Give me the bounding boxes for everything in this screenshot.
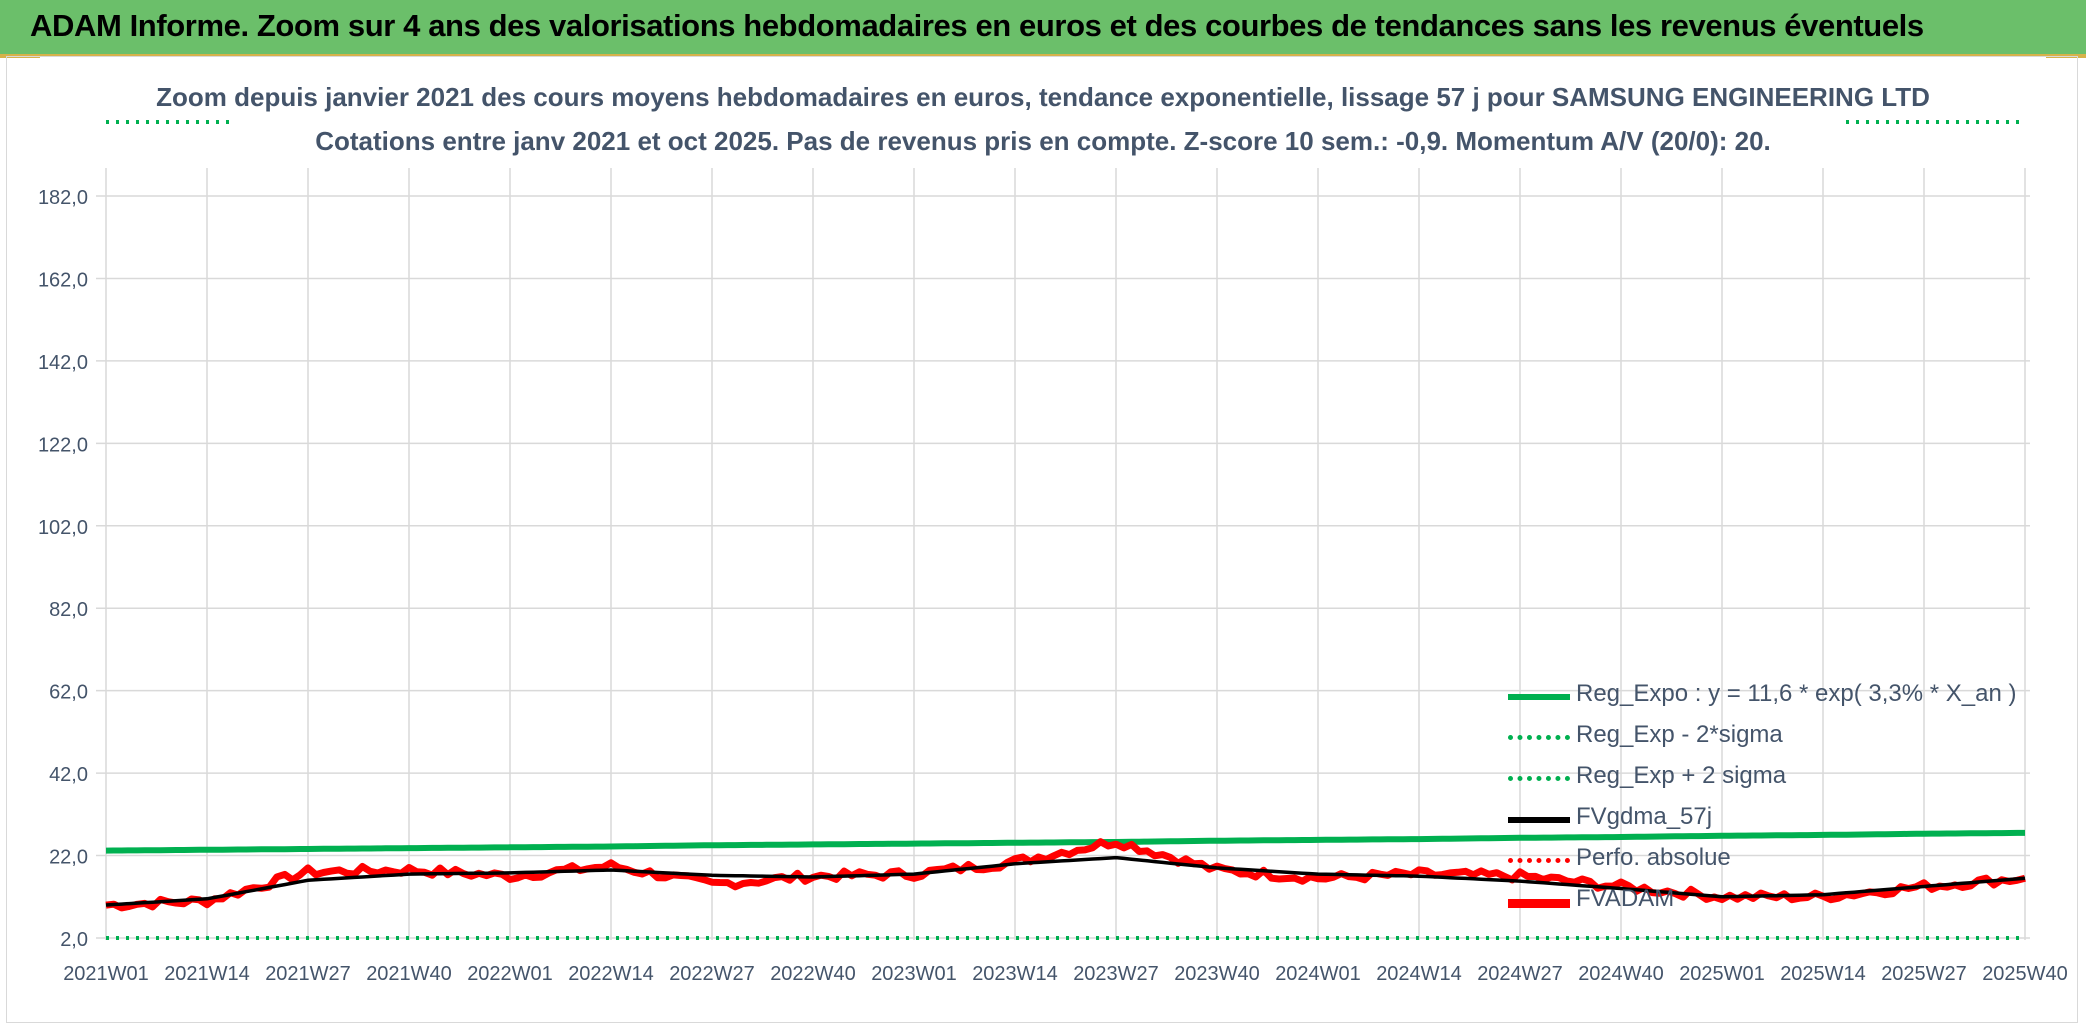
x-tick-label: 2021W01 [63,963,149,985]
y-tick-label: 42,0 [49,764,88,786]
legend-label: Reg_Exp + 2 sigma [1576,762,1787,789]
x-tick-label: 2024W01 [1275,963,1361,985]
x-tick-label: 2025W01 [1679,963,1765,985]
legend-swatch [1508,735,1570,740]
y-tick-label: 122,0 [38,434,88,456]
x-tick-label: 2021W40 [366,963,452,985]
legend-label: Perfo. absolue [1576,844,1731,871]
x-tick-label: 2023W01 [871,963,957,985]
legend-label: FVgdma_57j [1576,803,1713,830]
chart-subtitle: Cotations entre janv 2021 et oct 2025. P… [315,126,1771,156]
x-tick-label: 2021W27 [265,963,351,985]
series-reg-expo [105,829,2025,854]
x-tick-label: 2022W40 [770,963,856,985]
legend-item: Reg_Exp - 2*sigma [1508,717,2028,757]
y-tick-label: 142,0 [38,352,88,374]
legend-label: FVADAM [1576,885,1675,912]
legend-item: FVADAM [1508,881,2028,921]
legend-swatch [1508,694,1570,700]
series-fvgdma-57j [105,855,2026,907]
x-tick-label: 2024W14 [1376,963,1462,985]
legend-item: Reg_Expo : y = 11,6 * exp( 3,3% * X_an ) [1508,676,2028,716]
y-tick-label: 162,0 [38,269,88,291]
x-tick-label: 2024W40 [1578,963,1664,985]
x-tick-label: 2025W40 [1982,963,2068,985]
y-tick-label: 102,0 [38,517,88,539]
report-banner: ADAM Informe. Zoom sur 4 ans des valoris… [0,0,2086,56]
x-tick-label: 2025W14 [1780,963,1866,985]
x-tick-label: 2022W14 [568,963,654,985]
legend-item: Perfo. absolue [1508,840,2028,880]
x-tick-label: 2023W14 [972,963,1058,985]
y-tick-label: 82,0 [49,599,88,621]
x-tick-label: 2022W27 [669,963,755,985]
x-tick-label: 2021W14 [164,963,250,985]
legend-swatch [1508,899,1570,908]
y-tick-label: 62,0 [49,682,88,704]
x-tick-label: 2023W40 [1174,963,1260,985]
legend-swatch [1508,776,1570,781]
y-tick-label: 2,0 [60,929,88,951]
x-tick-label: 2025W27 [1881,963,1967,985]
x-tick-label: 2022W01 [467,963,553,985]
legend-swatch [1508,817,1570,823]
chart-title: Zoom depuis janvier 2021 des cours moyen… [156,82,1930,112]
y-tick-label: 22,0 [49,847,88,869]
legend-label: Reg_Exp - 2*sigma [1576,721,1783,748]
y-tick-label: 182,0 [38,187,88,209]
x-tick-label: 2024W27 [1477,963,1563,985]
legend-item: FVgdma_57j [1508,799,2028,839]
chart-frame [6,56,2078,1023]
legend-item: Reg_Exp + 2 sigma [1508,758,2028,798]
report-title: ADAM Informe. Zoom sur 4 ans des valoris… [30,8,1924,43]
legend-label: Reg_Expo : y = 11,6 * exp( 3,3% * X_an ) [1576,680,2017,707]
x-tick-label: 2023W27 [1073,963,1159,985]
legend-swatch [1508,858,1570,863]
